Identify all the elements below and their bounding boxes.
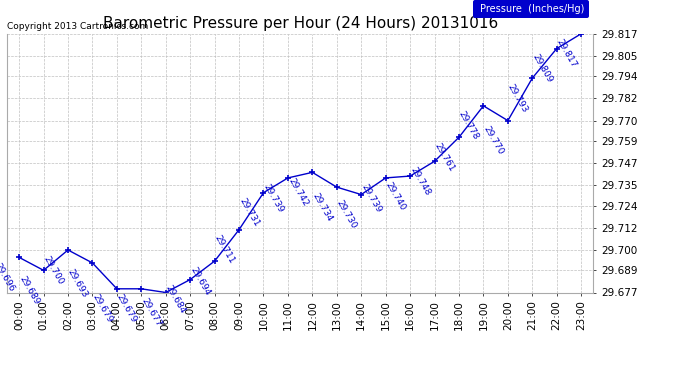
Text: 29.679: 29.679 bbox=[115, 293, 139, 325]
Text: 29.731: 29.731 bbox=[237, 197, 261, 229]
Text: Copyright 2013 Cartronics.com: Copyright 2013 Cartronics.com bbox=[7, 22, 148, 31]
Text: 29.793: 29.793 bbox=[506, 82, 529, 114]
Text: 29.739: 29.739 bbox=[359, 182, 383, 214]
Text: 29.689: 29.689 bbox=[17, 274, 41, 306]
Text: 29.740: 29.740 bbox=[384, 180, 407, 212]
Text: 29.761: 29.761 bbox=[433, 141, 456, 173]
Text: 29.711: 29.711 bbox=[213, 234, 236, 266]
Text: 29.730: 29.730 bbox=[335, 199, 359, 231]
Text: 29.679: 29.679 bbox=[90, 293, 114, 325]
Text: 29.677: 29.677 bbox=[139, 297, 163, 328]
Text: 29.748: 29.748 bbox=[408, 165, 432, 197]
Text: 29.684: 29.684 bbox=[164, 284, 188, 315]
Text: 29.739: 29.739 bbox=[262, 182, 285, 214]
Text: 29.696: 29.696 bbox=[0, 261, 17, 293]
Text: 29.778: 29.778 bbox=[457, 110, 481, 142]
Text: 29.770: 29.770 bbox=[482, 125, 505, 157]
Legend: Pressure  (Inches/Hg): Pressure (Inches/Hg) bbox=[473, 0, 589, 18]
Text: 29.693: 29.693 bbox=[66, 267, 90, 299]
Text: 29.734: 29.734 bbox=[310, 191, 334, 223]
Text: 29.742: 29.742 bbox=[286, 177, 310, 208]
Text: 29.809: 29.809 bbox=[531, 53, 554, 84]
Text: 29.694: 29.694 bbox=[188, 265, 212, 297]
Title: Barometric Pressure per Hour (24 Hours) 20131016: Barometric Pressure per Hour (24 Hours) … bbox=[103, 16, 497, 31]
Text: 29.817: 29.817 bbox=[555, 38, 578, 70]
Text: 29.700: 29.700 bbox=[41, 254, 66, 286]
